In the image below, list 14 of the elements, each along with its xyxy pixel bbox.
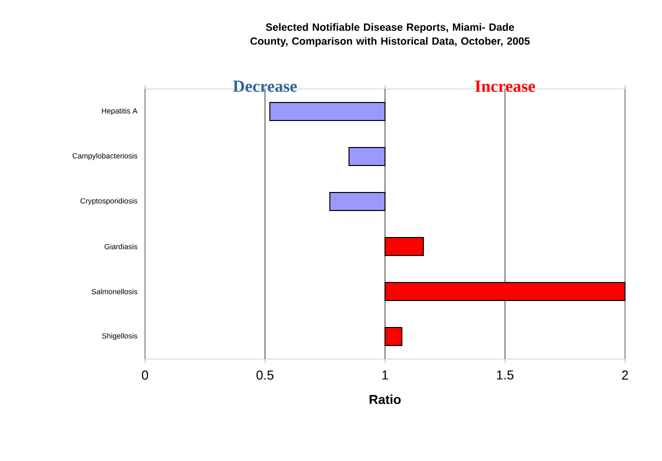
annotation: Increase (475, 80, 535, 92)
x-axis-title: Ratio (370, 394, 401, 404)
bar (348, 147, 386, 166)
x-tick-label: 0 (142, 370, 148, 380)
x-tick-label: 0.5 (256, 370, 274, 380)
x-tick-label: 1.5 (496, 370, 514, 380)
bar (269, 102, 386, 122)
annotation: Decrease (233, 80, 297, 92)
x-tick-label: 2 (622, 370, 628, 380)
x-tick-label: 1 (382, 370, 388, 380)
bar (384, 327, 402, 346)
bar (384, 237, 424, 256)
bar (329, 192, 386, 212)
chart-title: Selected Notifiable Disease Reports, Miami- Dade County, Comparison with Historical Data, October, 2005 (250, 23, 530, 47)
